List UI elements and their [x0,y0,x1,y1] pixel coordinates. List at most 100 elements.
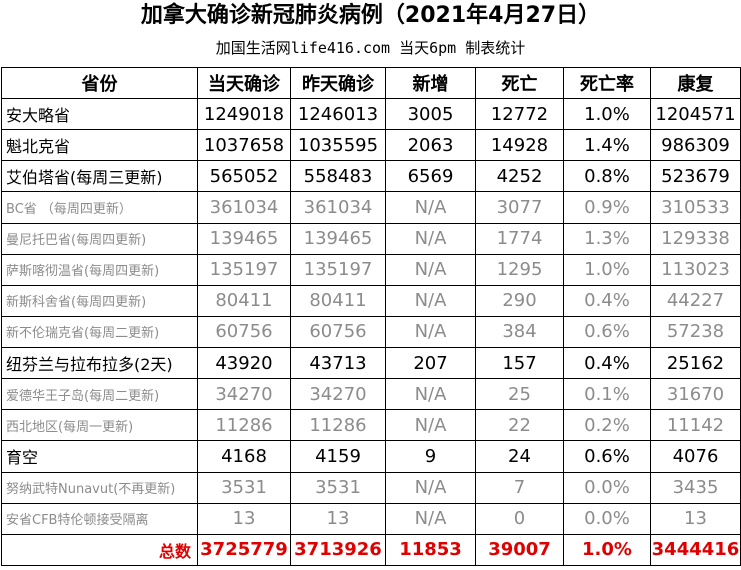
value-cell: 1249018 [197,97,291,131]
value-cell: 3531 [290,471,386,504]
province-cell: 纽芬兰与拉布拉多(2天) [1,346,198,380]
value-cell: 0.2% [563,409,651,442]
table-row: 新不伦瑞克省(每周二更新) 60756 60756 N/A 384 0.6% 57238 [1,315,741,349]
value-cell: 129338 [650,222,741,255]
province-cell: 育空 [1,440,198,473]
value-cell: 361034 [290,191,386,224]
title: 加拿大确诊新冠肺炎病例（2021年4月27日） [140,3,601,28]
table-row: 魁北克省 1037658 1035595 2063 14928 1.4% 986309 [1,129,741,162]
column-header: 新增 [385,67,476,99]
value-cell: 4159 [290,440,386,473]
value-cell: 135197 [197,253,291,286]
table-row: 萨斯喀彻温省(每周四更新) 135197 135197 N/A 1295 1.0% 1130… [1,253,741,286]
total-row: 总数 3725779 3713926 11853 39007 1.0% 3444416 [1,533,741,567]
province-cell: 安大略省 [1,97,198,131]
province-cell: 魁北克省 [1,129,198,162]
value-cell: 44227 [650,284,741,317]
value-cell: 0.6% [563,315,651,349]
value-cell: 157 [475,346,564,380]
total-cell: 3444416 [650,533,741,567]
value-cell: 13 [650,502,741,535]
value-cell: 1.0% [563,253,651,286]
column-header: 康复 [650,67,741,99]
value-cell: 0.6% [563,440,651,473]
value-cell: 1295 [475,253,564,286]
value-cell: 31670 [650,378,741,411]
province-cell: 艾伯塔省(每周三更新) [1,160,198,193]
value-cell: 12772 [475,97,564,131]
column-header: 省份 [1,67,198,99]
value-cell: 558483 [290,160,386,193]
value-cell: 4252 [475,160,564,193]
value-cell: 11142 [650,409,741,442]
value-cell: 1774 [475,222,564,255]
province-cell: 新斯科舍省(每周四更新) [1,284,198,317]
value-cell: 34270 [197,378,291,411]
value-cell: 13 [197,502,291,535]
value-cell: 290 [475,284,564,317]
value-cell: 207 [385,346,476,380]
value-cell: 0 [475,502,564,535]
total-cell: 11853 [385,533,476,567]
value-cell: N/A [385,253,476,286]
value-cell: N/A [385,471,476,504]
table-row: 安省CFB特伦顿接受隔离 13 13 N/A 0 0.0% 13 [1,502,741,535]
data-table: 省份 当天确诊 昨天确诊 新增 死亡 死亡率 康复 安大略省 1249018 1246013 30… [1,67,741,567]
table-row: 西北地区(每周一更新) 11286 11286 N/A 22 0.2% 11142 [1,409,741,442]
value-cell: 3077 [475,191,564,224]
value-cell: 0.0% [563,502,651,535]
value-cell: 3005 [385,97,476,131]
value-cell: 22 [475,409,564,442]
column-header: 昨天确诊 [290,67,386,99]
province-cell: 西北地区(每周一更新) [1,409,198,442]
value-cell: 0.0% [563,471,651,504]
column-header: 死亡率 [563,67,651,99]
value-cell: 25 [475,378,564,411]
table-row: 育空 4168 4159 9 24 0.6% 4076 [1,440,741,473]
table-row: 新斯科舍省(每周四更新) 80411 80411 N/A 290 0.4% 44227 [1,284,741,317]
value-cell: 0.1% [563,378,651,411]
value-cell: N/A [385,315,476,349]
value-cell: 310533 [650,191,741,224]
province-cell: BC省 （每周四更新） [1,191,198,224]
value-cell: 11286 [197,409,291,442]
value-cell: 1.0% [563,97,651,131]
value-cell: 1035595 [290,129,386,162]
value-cell: N/A [385,409,476,442]
value-cell: 361034 [197,191,291,224]
value-cell: 34270 [290,378,386,411]
table-row: 纽芬兰与拉布拉多(2天) 43920 43713 207 157 0.4% 25162 [1,346,741,380]
total-cell: 3713926 [290,533,386,567]
total-cell: 39007 [475,533,564,567]
value-cell: N/A [385,284,476,317]
value-cell: 0.8% [563,160,651,193]
table-row: 曼尼托巴省(每周四更新) 139465 139465 N/A 1774 1.3% 12933… [1,222,741,255]
table-row: 艾伯塔省(每周三更新) 565052 558483 6569 4252 0.8% 52367… [1,160,741,193]
value-cell: 13 [290,502,386,535]
total-cell: 3725779 [197,533,291,567]
province-cell: 安省CFB特伦顿接受隔离 [1,502,198,535]
value-cell: 113023 [650,253,741,286]
table-row: BC省 （每周四更新） 361034 361034 N/A 3077 0.9% 310533 [1,191,741,224]
value-cell: 9 [385,440,476,473]
value-cell: 60756 [290,315,386,349]
value-cell: 80411 [197,284,291,317]
value-cell: 6569 [385,160,476,193]
subtitle: 加国生活网life416.com 当天6pm 制表统计 [215,39,526,57]
value-cell: 139465 [197,222,291,255]
value-cell: 1204571 [650,97,741,131]
value-cell: 1246013 [290,97,386,131]
province-cell: 新不伦瑞克省(每周二更新) [1,315,198,349]
value-cell: 14928 [475,129,564,162]
province-cell: 曼尼托巴省(每周四更新) [1,222,198,255]
value-cell: 1037658 [197,129,291,162]
table-row: 努纳武特Nunavut(不再更新) 3531 3531 N/A 7 0.0% 3435 [1,471,741,504]
province-cell: 萨斯喀彻温省(每周四更新) [1,253,198,286]
province-cell: 爱德华王子岛(每周二更新) [1,378,198,411]
value-cell: N/A [385,222,476,255]
value-cell: 4076 [650,440,741,473]
value-cell: 1.4% [563,129,651,162]
value-cell: 565052 [197,160,291,193]
value-cell: 43920 [197,346,291,380]
